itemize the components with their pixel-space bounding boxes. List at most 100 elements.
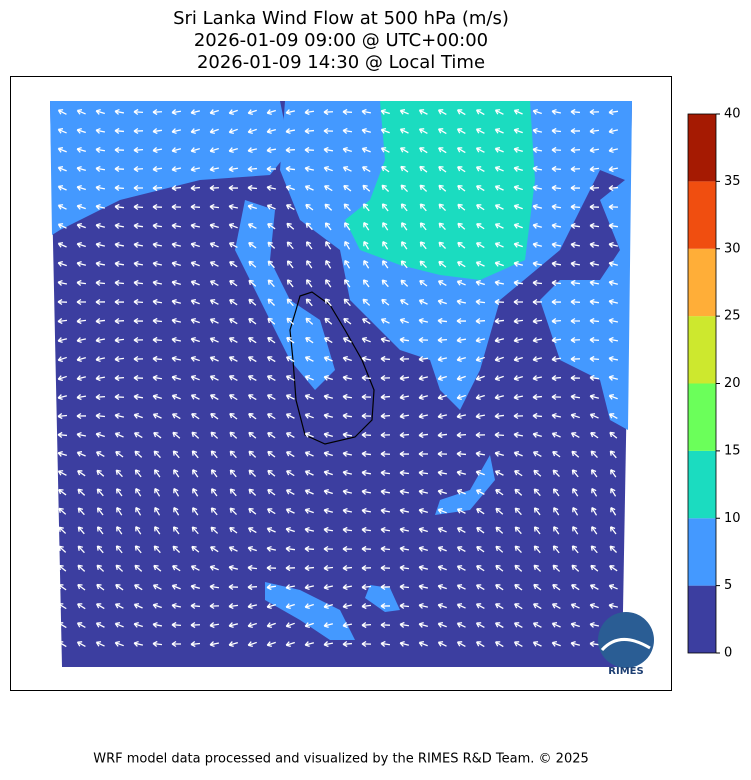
wind-arrow xyxy=(173,487,180,497)
wind-arrow xyxy=(608,109,619,116)
wind-arrow xyxy=(343,203,351,212)
wind-arrow xyxy=(475,470,485,476)
wind-arrow xyxy=(114,432,124,438)
wind-arrow xyxy=(285,375,295,381)
wind-arrow xyxy=(609,526,617,535)
wind-arrow xyxy=(551,127,562,135)
wind-arrow xyxy=(437,128,447,135)
wind-arrow xyxy=(133,165,144,173)
wind-arrow xyxy=(419,203,427,212)
wind-arrow xyxy=(380,108,390,115)
wind-arrow xyxy=(209,337,219,343)
wind-arrow xyxy=(95,451,105,458)
wind-arrow xyxy=(590,432,599,439)
wind-arrow xyxy=(58,545,67,553)
wind-arrow xyxy=(570,165,581,173)
wind-arrow xyxy=(457,166,466,173)
wind-arrow xyxy=(494,242,504,248)
wind-arrow xyxy=(304,603,314,610)
wind-zone xyxy=(265,582,355,640)
wind-arrow xyxy=(361,337,371,343)
wind-arrow xyxy=(437,109,447,116)
wind-arrow xyxy=(399,488,410,495)
wind-arrow xyxy=(324,203,333,211)
wind-arrow xyxy=(437,280,447,287)
wind-arrow xyxy=(171,298,182,305)
wind-arrow xyxy=(475,394,485,401)
wind-arrow xyxy=(114,622,124,628)
wind-arrow xyxy=(133,317,144,325)
wind-arrow xyxy=(589,222,600,229)
wind-arrow xyxy=(456,584,466,590)
wind-arrow xyxy=(551,317,562,325)
wind-arrow xyxy=(247,546,257,552)
wind-arrow xyxy=(551,356,562,363)
wind-arrow xyxy=(437,603,447,609)
wind-arrow xyxy=(248,450,257,458)
wind-arrow xyxy=(323,412,334,419)
wind-arrow xyxy=(76,223,86,229)
wind-arrow xyxy=(228,564,239,571)
wind-arrow xyxy=(171,336,182,343)
wind-arrow xyxy=(114,337,125,344)
wind-arrow xyxy=(247,147,258,154)
wind-arrow xyxy=(285,489,295,496)
wind-arrow xyxy=(267,279,275,288)
wind-zone xyxy=(50,101,290,235)
wind-arrow xyxy=(57,318,68,325)
wind-arrow xyxy=(190,280,200,286)
wind-arrow xyxy=(95,375,106,382)
wind-arrow xyxy=(285,204,295,211)
wind-arrow xyxy=(361,450,372,457)
wind-arrow xyxy=(362,184,371,192)
wind-arrow xyxy=(247,622,257,629)
wind-arrow xyxy=(570,317,581,325)
wind-arrow xyxy=(438,260,447,268)
wind-arrow xyxy=(551,412,562,419)
wind-arrow xyxy=(494,128,504,134)
wind-arrow xyxy=(456,603,466,609)
wind-arrow xyxy=(513,298,524,306)
wind-arrow xyxy=(304,165,315,172)
wind-arrow xyxy=(248,488,257,496)
wind-arrow xyxy=(551,241,562,248)
wind-arrow xyxy=(285,165,296,172)
wind-zone xyxy=(365,585,400,612)
wind-arrow xyxy=(342,640,353,648)
wind-arrow xyxy=(190,261,200,267)
wind-arrow xyxy=(190,241,200,248)
wind-arrow xyxy=(400,260,408,269)
wind-arrow xyxy=(513,622,523,629)
wind-arrow xyxy=(152,374,163,381)
wind-arrow xyxy=(495,584,504,591)
wind-arrow xyxy=(475,109,485,116)
wind-arrow xyxy=(210,546,219,553)
wind-arrow xyxy=(494,166,504,172)
wind-arrow xyxy=(190,336,200,343)
wind-arrow xyxy=(494,279,505,286)
wind-arrow xyxy=(551,260,562,267)
wind-arrow xyxy=(476,204,485,211)
wind-arrow xyxy=(266,584,277,591)
wind-arrow xyxy=(76,356,86,363)
wind-arrow xyxy=(209,147,219,154)
wind-arrow xyxy=(551,374,562,382)
wind-arrow xyxy=(437,336,448,344)
wind-arrow xyxy=(475,413,486,420)
wind-arrow xyxy=(399,355,410,363)
wind-arrow xyxy=(304,622,314,629)
wind-arrow xyxy=(57,622,67,629)
wind-arrow xyxy=(551,432,561,438)
wind-arrow xyxy=(152,147,163,154)
wind-arrow xyxy=(153,545,161,554)
wind-arrow xyxy=(229,280,238,287)
wind-arrow xyxy=(380,507,391,514)
wind-arrow xyxy=(76,260,87,267)
wind-arrow xyxy=(456,317,467,325)
wind-arrow xyxy=(209,583,220,590)
wind-arrow xyxy=(456,508,466,514)
wind-arrow xyxy=(456,450,467,458)
wind-arrow xyxy=(152,241,163,248)
wind-arrow xyxy=(77,526,85,535)
wind-arrow xyxy=(418,583,429,590)
